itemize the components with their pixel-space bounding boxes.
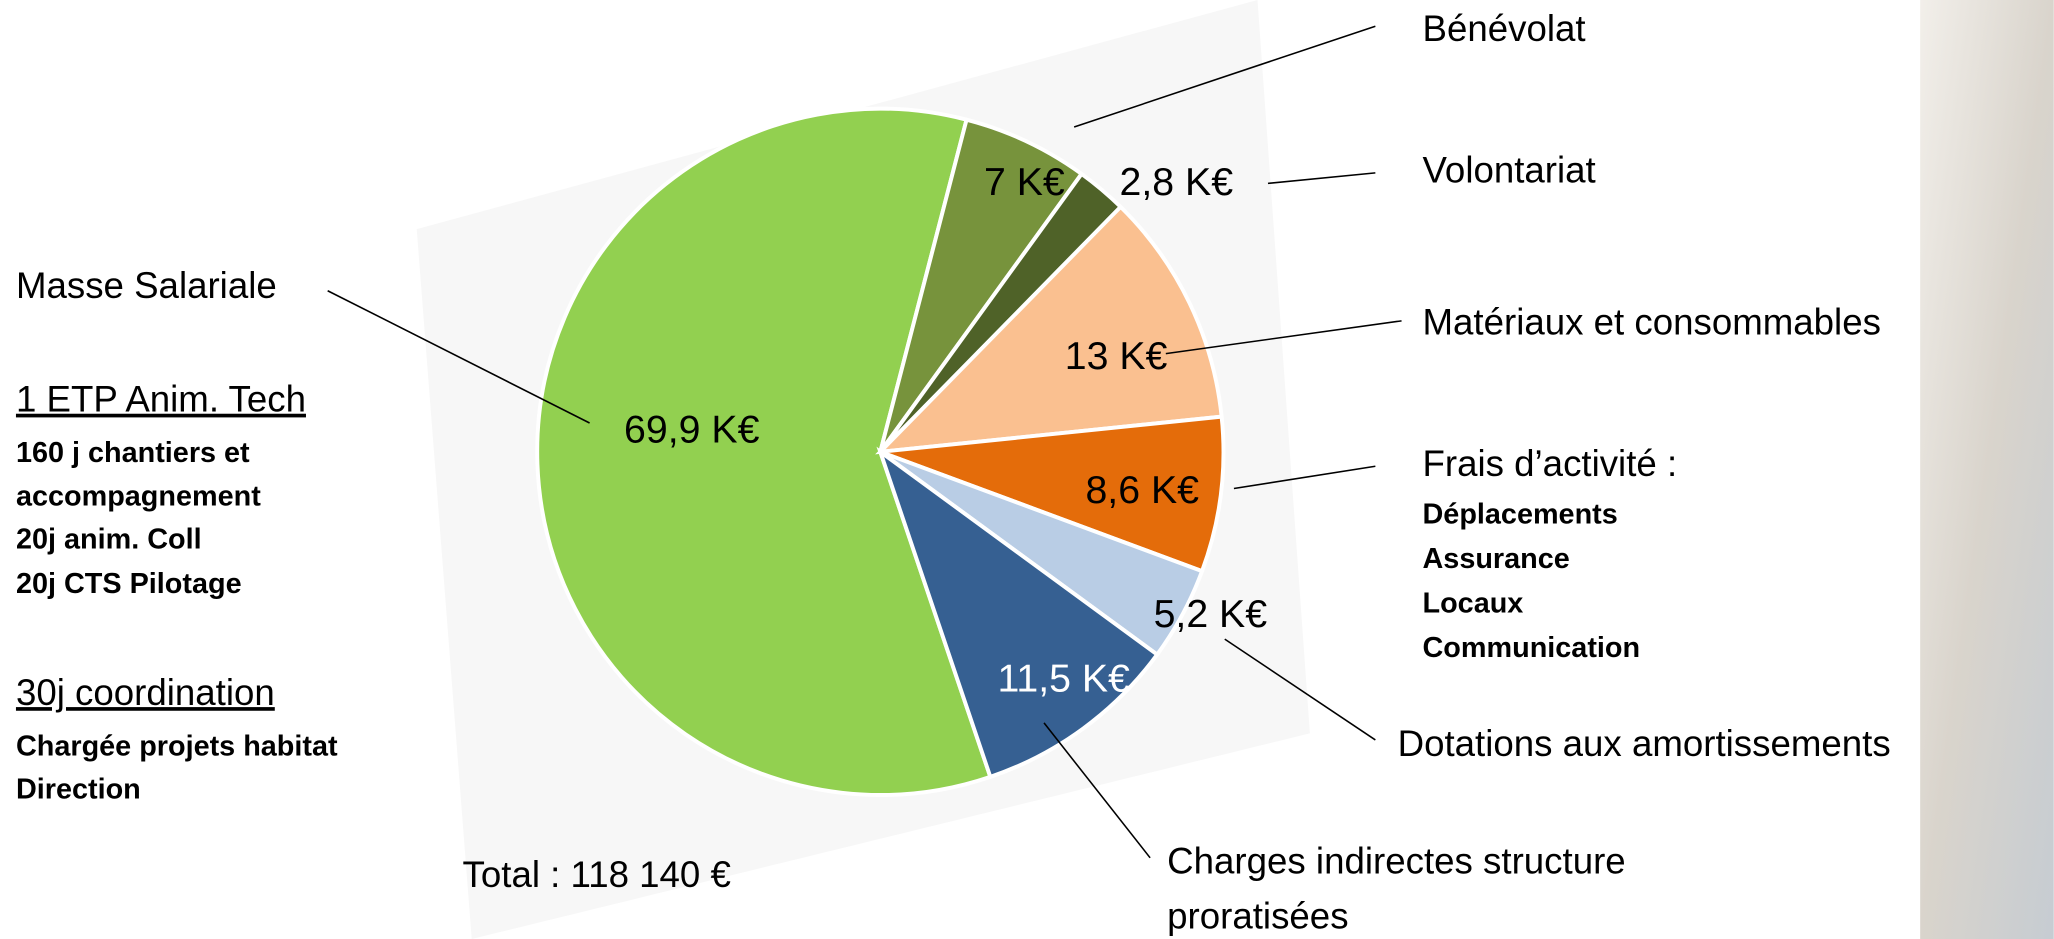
chart: 69,9 K€ 7 K€ 2,8 K€ 13 K€ 8,6 K€ 5,2 K€ 11,5 K… [0, 0, 2054, 939]
leader-line [1268, 173, 1375, 183]
category-label: Matériaux et consommables [1423, 301, 1881, 342]
activity-item: Assurance [1423, 543, 1570, 575]
note-line: Chargée projets habitat [16, 730, 338, 762]
total: Total : 118 140 € [463, 854, 731, 895]
value-label: 69,9 K€ [624, 408, 760, 452]
value-label: 7 K€ [984, 160, 1065, 204]
value-label: 5,2 K€ [1154, 592, 1268, 636]
value-label: 13 K€ [1065, 334, 1168, 378]
note-line: accompagnement [16, 480, 261, 512]
value-label: 8,6 K€ [1085, 468, 1199, 512]
note-line: 20j CTS Pilotage [16, 568, 242, 600]
category-label-box: Charges indirectes structure proratisées [1167, 834, 1783, 939]
category-label: Bénévolat [1423, 8, 1586, 49]
category-label: Masse Salariale [16, 265, 277, 306]
category-label: Dotations aux amortissements [1398, 723, 1891, 764]
note-line: Direction [16, 774, 141, 806]
note-line: 20j anim. Coll [16, 523, 202, 555]
value-label: 11,5 K€ [997, 656, 1130, 700]
background-photo [1920, 0, 2054, 939]
category-label: Charges indirectes structure proratisées [1167, 834, 1783, 939]
note-heading: 1 ETP Anim. Tech [16, 379, 306, 420]
activity-item: Communication [1423, 632, 1641, 664]
note-heading: 30j coordination [16, 672, 275, 713]
value-label: 2,8 K€ [1120, 160, 1234, 204]
page: {"chart_data": { "type": "pie", "categor… [0, 0, 2054, 939]
activity-item: Déplacements [1423, 499, 1618, 531]
note-line: 160 j chantiers et [16, 437, 250, 469]
category-label: Frais d’activité : [1423, 443, 1678, 484]
category-label: Volontariat [1423, 150, 1596, 191]
activity-item: Locaux [1423, 588, 1524, 620]
